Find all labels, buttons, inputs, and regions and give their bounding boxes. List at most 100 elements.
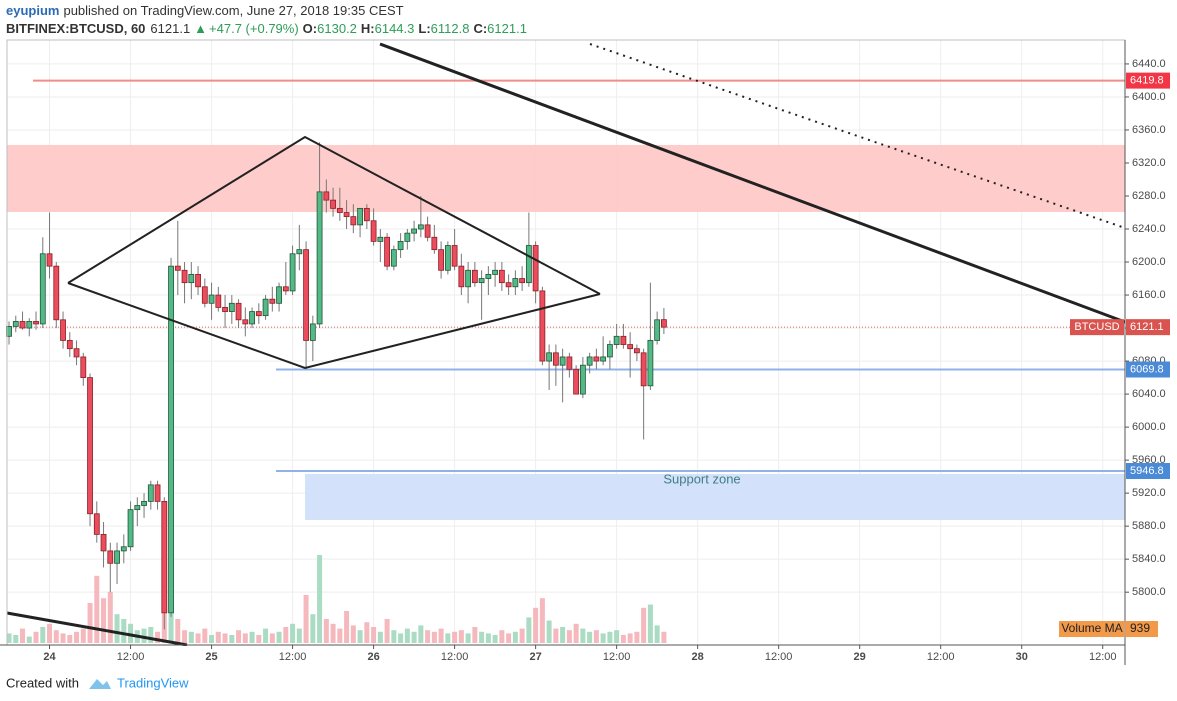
candle-body [296, 249, 303, 255]
volume-bar [452, 631, 458, 643]
volume-bar [357, 630, 363, 643]
candle-body [134, 505, 141, 511]
footer-brand[interactable]: TradingView [117, 675, 189, 690]
last-price-value: 6121.1 [1130, 321, 1164, 333]
candle-body [276, 286, 282, 304]
candle-body [492, 269, 499, 275]
volume-bar [94, 575, 100, 643]
x-tick-label: 24 [43, 651, 56, 663]
ohlc-label: C: [473, 21, 487, 36]
candle-body [39, 253, 46, 325]
volume-bar [350, 625, 356, 643]
volume-ma-value-tag [1126, 621, 1158, 637]
candle-body [620, 335, 627, 345]
volume-bar [492, 635, 498, 643]
candle-body [60, 319, 66, 341]
volume-bar [377, 631, 383, 643]
support-zone-label: Support zone [663, 471, 740, 486]
volume-bar [310, 614, 316, 643]
candle-body [525, 245, 532, 284]
candle-body [350, 216, 357, 226]
volume-bar [269, 633, 275, 643]
candle-body [336, 207, 343, 213]
volume-bar [438, 628, 444, 643]
volume-bar [317, 555, 323, 643]
y-tick-label: 6200.0 [1132, 256, 1166, 268]
volume-bar [114, 614, 120, 643]
candle-body [505, 282, 512, 288]
candle-body [154, 484, 161, 502]
volume-bar [188, 631, 194, 643]
support-zone [305, 474, 1125, 520]
y-tick-label: 6240.0 [1132, 223, 1166, 235]
candle-body [26, 321, 33, 329]
candle-body [627, 344, 634, 350]
candle-body [208, 294, 215, 304]
volume-layer [6, 555, 667, 643]
candle-body [141, 500, 147, 506]
low-value: 6112.8 [431, 21, 470, 36]
y-tick-label: 6400.0 [1132, 91, 1166, 103]
candle-body [147, 484, 154, 502]
price-tag-label: 6419.8 [1130, 75, 1164, 87]
candles [6, 142, 667, 630]
volume-bar [236, 630, 242, 643]
y-tick-label: 5840.0 [1132, 553, 1166, 565]
volume-bar [101, 598, 107, 643]
candle-body [647, 340, 654, 387]
candle-body [195, 274, 201, 288]
volume-bar [411, 631, 417, 643]
x-tick-label: 12:00 [1089, 651, 1117, 663]
trend-line [6, 611, 188, 647]
last-price-name: BTCUSD [1074, 321, 1119, 333]
ohlc-label: H: [361, 21, 375, 36]
volume-bar [229, 635, 235, 643]
candle-body [262, 298, 269, 317]
candle-body [397, 240, 404, 251]
high-value: 6144.3 [375, 21, 415, 36]
x-tick-label: 12:00 [765, 651, 793, 663]
candle-body [323, 191, 330, 201]
price-tag-label: 6069.8 [1130, 363, 1164, 375]
candle-body [444, 245, 451, 271]
candle-body [269, 298, 276, 304]
volume-bar [533, 607, 539, 643]
candle-body [566, 356, 573, 370]
volume-bar [87, 603, 93, 643]
volume-bar [546, 620, 552, 643]
volume-ma-tag [1059, 621, 1125, 637]
candle-body [228, 302, 235, 312]
candle-body [606, 344, 613, 358]
volume-bar [215, 631, 221, 643]
volume-bar [566, 630, 572, 643]
candle-body [512, 278, 519, 288]
volume-bar [620, 635, 626, 643]
ohlc-label: O: [303, 21, 317, 36]
candle-body [363, 207, 370, 222]
volume-bar [74, 631, 80, 643]
candle-body [465, 269, 472, 288]
candle-body [600, 356, 607, 362]
candle-body [330, 199, 336, 209]
volume-bar [371, 627, 377, 643]
y-tick-label: 5800.0 [1132, 586, 1166, 598]
close-value: 6121.1 [487, 21, 527, 36]
volume-bar [263, 628, 269, 643]
volume-bar [344, 611, 350, 643]
candle-body [660, 319, 667, 328]
y-tick-label: 6000.0 [1132, 421, 1166, 433]
volume-bar [182, 630, 188, 643]
volume-bar [256, 635, 262, 643]
y-tick-label: 6040.0 [1132, 388, 1166, 400]
candle-body [424, 224, 431, 238]
candle-body [215, 294, 222, 308]
candle-body [73, 348, 80, 358]
volume-bar [627, 633, 633, 643]
volume-bar [431, 631, 437, 643]
volume-bar [526, 617, 532, 643]
volume-bar [593, 630, 599, 643]
volume-bar [560, 627, 566, 643]
candle-body [201, 286, 208, 304]
footer-text: Created with [6, 675, 79, 690]
